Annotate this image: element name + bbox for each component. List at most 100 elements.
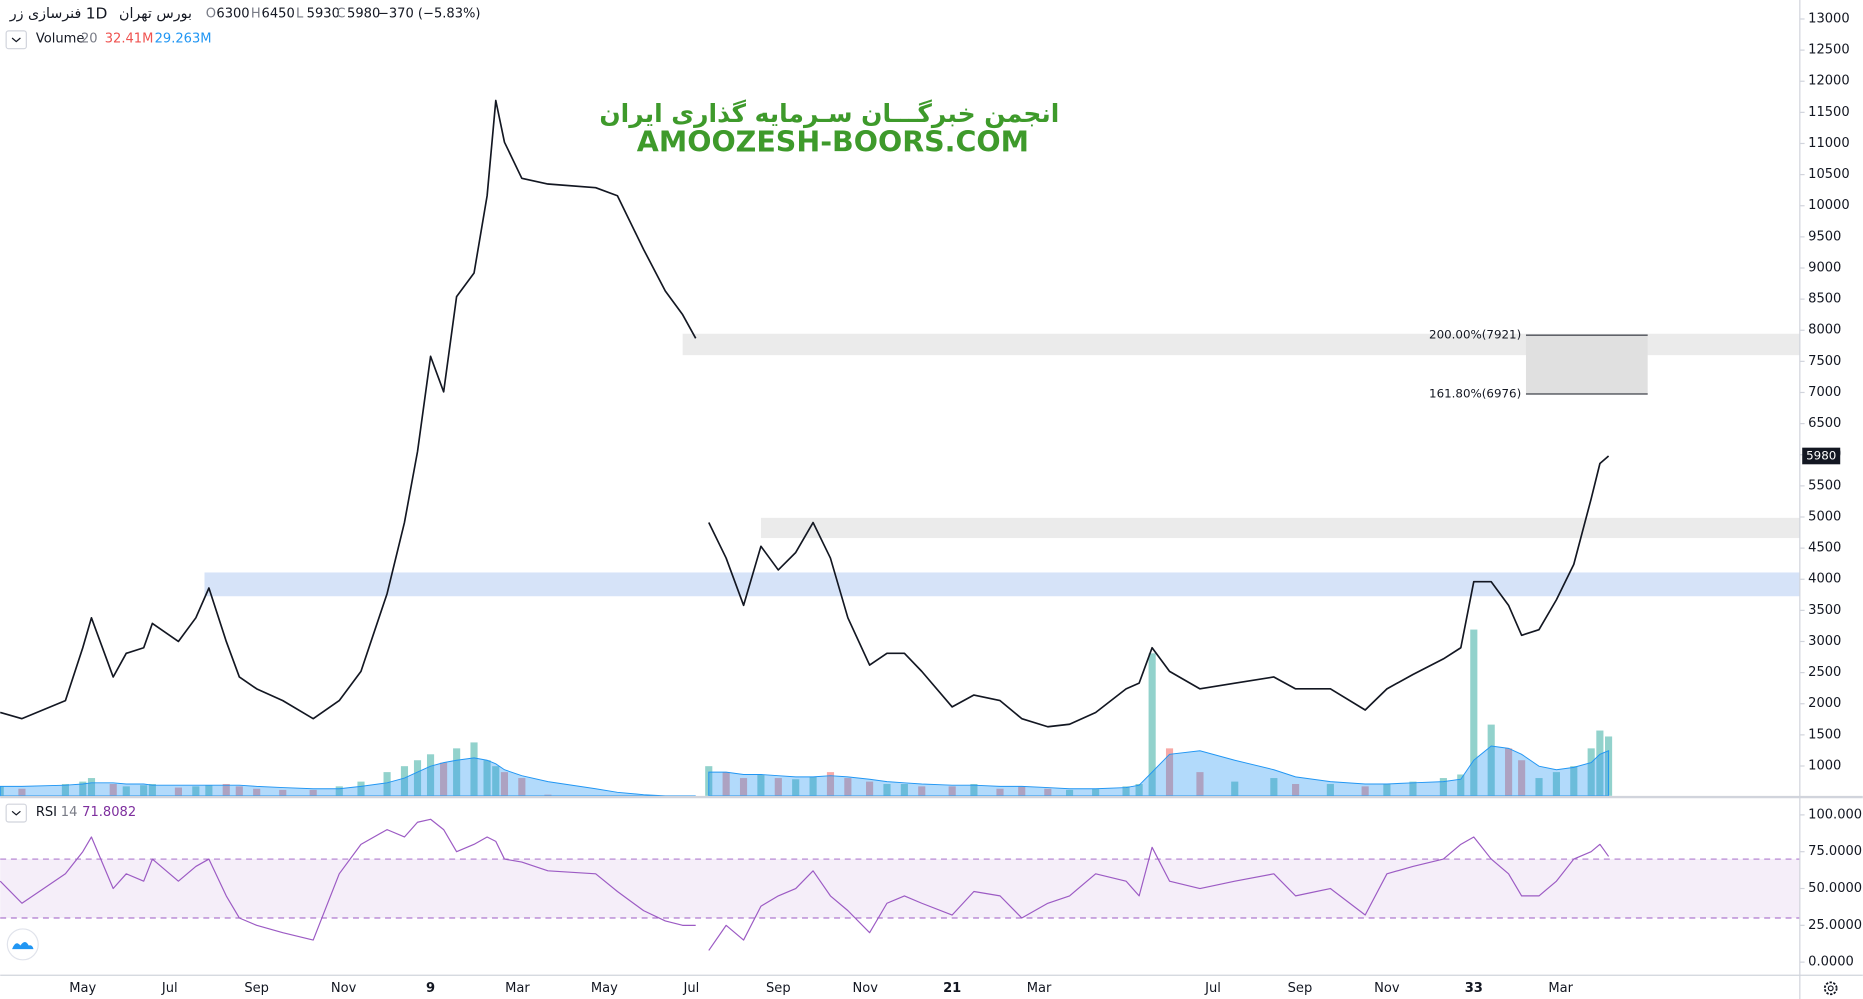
y-tick-label: 5000 <box>1808 509 1841 524</box>
watermark-site: AMOOZESH-BOORS.COM <box>637 126 1029 159</box>
interval: 1D <box>86 5 108 23</box>
volume-bar <box>1270 778 1278 796</box>
symbol-name: فنرسازی زر <box>9 6 82 22</box>
watermark-persian: انجمن خبرگـــان سـرمایه گذاری ایران <box>599 99 1059 129</box>
y-tick-label: 13000 <box>1808 11 1850 26</box>
x-tick-label: Nov <box>331 981 357 996</box>
volume-bar <box>1570 766 1578 796</box>
y-tick-label: 100.0000 <box>1808 807 1863 822</box>
volume-bar <box>792 779 800 796</box>
x-tick-label: Sep <box>766 981 791 996</box>
x-tick-label: May <box>69 981 96 996</box>
settings[interactable] <box>1823 981 1838 996</box>
volume-bar <box>1457 774 1465 796</box>
rsi-line <box>0 818 1610 951</box>
volume-bar <box>1231 781 1239 796</box>
rsi-length: 14 <box>61 805 78 820</box>
volume-bar <box>1361 786 1369 796</box>
volume-bar <box>757 774 765 796</box>
y-tick-label: 12000 <box>1808 74 1850 89</box>
volume-bar <box>174 787 182 796</box>
price-line <box>0 99 1610 728</box>
volume-bar <box>722 772 730 796</box>
volume-bar <box>1383 783 1391 796</box>
volume-bar <box>1044 788 1052 796</box>
y-tick-label: 2500 <box>1808 665 1841 680</box>
volume-bar <box>483 760 491 796</box>
logo-mark[interactable] <box>12 941 34 950</box>
volume-bar <box>500 772 509 796</box>
logo[interactable] <box>6 928 39 961</box>
volume-bar <box>79 781 87 796</box>
volume-bar <box>739 778 748 796</box>
x-tick-label: Jul <box>1204 981 1221 996</box>
x-tick-label: Nov <box>1374 981 1400 996</box>
zones <box>204 333 1800 597</box>
volume-bar <box>883 783 891 796</box>
y-tick-label: 9500 <box>1808 229 1841 244</box>
y-tick-label: 1500 <box>1808 727 1841 742</box>
toggle-box[interactable] <box>5 30 27 50</box>
volume-bar <box>1018 786 1026 796</box>
gear-hub[interactable] <box>1827 985 1834 992</box>
volume-bar <box>87 778 96 796</box>
y-tick-label: 11000 <box>1808 136 1850 151</box>
volume-bar <box>518 778 526 796</box>
volume-bar <box>440 762 448 796</box>
ohlc-key: L <box>296 7 304 22</box>
x-tick-label: Sep <box>1288 981 1313 996</box>
volume-bar <box>1122 786 1130 796</box>
volume-bar <box>1596 730 1604 796</box>
y-tick-label: 7500 <box>1808 354 1841 369</box>
volume-bar <box>309 789 317 796</box>
rsi-toggle[interactable] <box>5 803 27 823</box>
y-tick-label: 10000 <box>1808 198 1850 213</box>
rsi-value: 71.8082 <box>82 805 136 820</box>
x-tick-label: Sep <box>244 981 269 996</box>
volume-bar <box>1409 781 1417 796</box>
y-tick-label: 3500 <box>1808 603 1841 618</box>
y-tick-label: 1000 <box>1808 758 1841 773</box>
volume-ma-area <box>0 745 1610 797</box>
volume-bar <box>1148 653 1156 796</box>
x-tick-label: Mar <box>1548 981 1573 996</box>
y-tick-label: 5500 <box>1808 478 1841 493</box>
zone <box>760 517 1800 539</box>
chevron[interactable] <box>11 810 21 816</box>
change: −370 (−5.83%) <box>378 7 481 22</box>
volume-bar <box>400 766 409 796</box>
ohlc-value: 5930 <box>307 7 340 22</box>
y-tick-label: 2000 <box>1808 696 1841 711</box>
gear[interactable] <box>1823 981 1838 996</box>
volume-bar <box>1535 778 1543 796</box>
volume-bar <box>335 786 343 796</box>
y-tick-label: 0.0000 <box>1808 955 1854 970</box>
ohlc-key: C <box>336 7 345 22</box>
price-pane: 200.00%(7921) 161.80%(6976) <box>0 99 1800 951</box>
last-price-box <box>1802 447 1841 465</box>
volume-pane <box>0 629 1613 797</box>
y-tick-label: 50.0000 <box>1808 881 1862 896</box>
volume-bar <box>357 781 365 796</box>
y-tick-label: 11500 <box>1808 105 1850 120</box>
volume-title: Volume <box>36 32 85 47</box>
y-tick-label: 7000 <box>1808 385 1841 400</box>
volume-bar <box>1552 772 1560 796</box>
zone <box>204 572 1800 597</box>
volume-bar <box>222 783 230 796</box>
volume-bar <box>492 766 500 796</box>
volume-toggle[interactable] <box>5 30 27 50</box>
x-tick-label: 33 <box>1465 981 1483 996</box>
volume-bar <box>192 786 200 796</box>
ohlc-key: O <box>206 7 216 22</box>
x-tick-label: Mar <box>1027 981 1052 996</box>
volume-bar <box>970 783 978 796</box>
x-tick-label: Jul <box>161 981 178 996</box>
y-tick-label: 3000 <box>1808 634 1841 649</box>
y-tick-label: 6500 <box>1808 416 1841 431</box>
volume-bar <box>544 794 552 796</box>
toggle-box[interactable] <box>5 803 27 823</box>
volume-bar <box>866 781 874 796</box>
chevron[interactable] <box>11 37 21 43</box>
